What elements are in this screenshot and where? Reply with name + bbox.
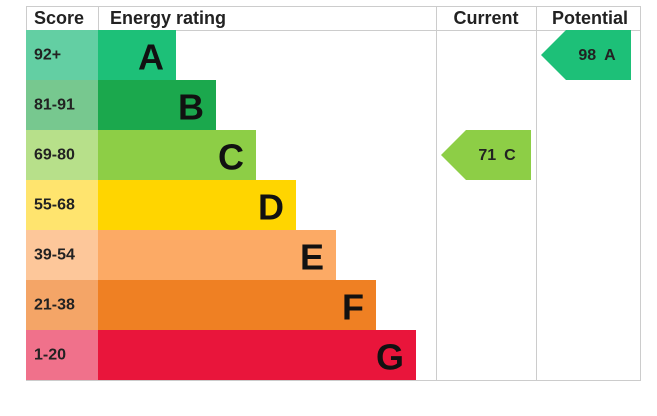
band-letter: A	[138, 37, 164, 78]
score-cell	[26, 80, 98, 130]
score-cell	[26, 330, 98, 380]
band-score: 92+	[34, 47, 61, 64]
band-score: 55-68	[34, 197, 75, 214]
score-cell	[26, 30, 98, 80]
potential-score: 98	[578, 47, 596, 64]
score-cell	[26, 130, 98, 180]
band-bar	[98, 230, 336, 280]
score-cell	[26, 280, 98, 330]
band-bar	[98, 180, 296, 230]
current-label: 71 C	[478, 147, 516, 164]
band-letter: G	[376, 337, 404, 378]
band-score: 1-20	[34, 347, 66, 364]
band-score: 21-38	[34, 297, 75, 314]
band-bar	[98, 130, 256, 180]
potential-arrow	[541, 30, 631, 80]
score-cell	[26, 230, 98, 280]
potential-label: 98 A	[578, 47, 616, 64]
band-letter: F	[342, 287, 364, 328]
score-cell	[26, 180, 98, 230]
header-rating: Energy rating	[110, 8, 226, 28]
header-current: Current	[453, 8, 518, 28]
band-score: 39-54	[34, 247, 75, 264]
band-bar	[98, 280, 376, 330]
current-score: 71	[478, 147, 496, 164]
header-potential: Potential	[552, 8, 628, 28]
current-arrow	[441, 130, 531, 180]
current-letter: C	[504, 147, 516, 164]
band-letter: B	[178, 87, 204, 128]
band-bar	[98, 80, 216, 130]
band-bar	[98, 330, 416, 380]
band-score: 81-91	[34, 97, 75, 114]
band-score: 69-80	[34, 147, 75, 164]
potential-letter: A	[604, 47, 616, 64]
band-letter: D	[258, 187, 284, 228]
band-letter: E	[300, 237, 324, 278]
band-bar	[98, 30, 176, 80]
header-score: Score	[34, 8, 84, 28]
band-letter: C	[218, 137, 244, 178]
